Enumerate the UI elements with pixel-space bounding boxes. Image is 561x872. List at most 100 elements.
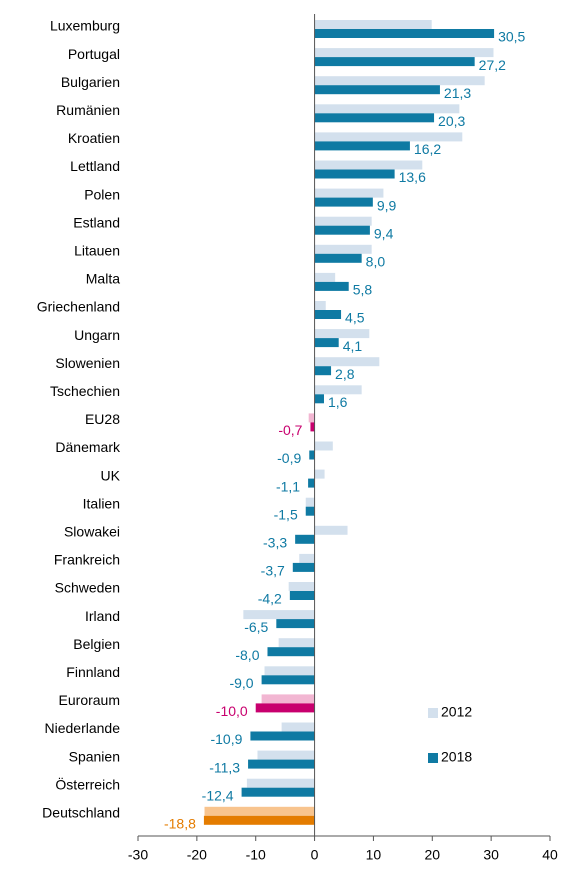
value-label: 8,0	[366, 254, 386, 270]
category-label: Belgien	[73, 636, 120, 652]
x-tick-label: -30	[128, 847, 148, 863]
x-tick-label: 0	[311, 847, 319, 863]
x-tick-label: 40	[542, 847, 558, 863]
legend-label: 2012	[441, 704, 472, 720]
category-label: Polen	[84, 186, 120, 202]
legend-swatch	[428, 753, 438, 763]
value-label: 5,8	[353, 282, 373, 298]
value-label: 2,8	[335, 366, 355, 382]
value-label: 27,2	[479, 57, 506, 73]
bar	[276, 619, 315, 629]
bar	[314, 394, 324, 404]
bar	[243, 610, 315, 620]
bar	[314, 216, 372, 226]
category-label: Italien	[83, 495, 120, 511]
category-label: Litauen	[74, 243, 120, 259]
bar	[314, 132, 463, 142]
bar	[314, 272, 336, 282]
bar	[314, 225, 370, 235]
x-tick-label: -10	[246, 847, 266, 863]
bar	[241, 787, 315, 797]
category-label: Lettland	[70, 158, 120, 174]
value-label: 30,5	[498, 29, 525, 45]
category-label: Slowakei	[64, 524, 120, 540]
bar	[314, 310, 342, 319]
category-label: Kroatien	[68, 130, 120, 146]
bar	[314, 244, 372, 254]
bar	[308, 478, 315, 488]
category-label: Irland	[85, 608, 120, 624]
category-label: Rumänien	[56, 102, 120, 118]
category-label: Frankreich	[54, 552, 120, 568]
category-label: Griechenland	[37, 299, 120, 315]
legend-label: 2018	[441, 749, 472, 765]
category-label: Niederlande	[45, 720, 121, 736]
bar	[289, 591, 315, 600]
value-label: 4,1	[343, 338, 363, 354]
x-tick-label: 20	[424, 847, 440, 863]
bar	[261, 675, 315, 685]
bar	[305, 497, 315, 507]
bar	[267, 647, 315, 657]
value-label: -3,7	[261, 563, 285, 579]
bar	[264, 666, 315, 676]
bar	[314, 160, 423, 170]
bar	[255, 703, 315, 713]
bar	[314, 469, 325, 479]
value-label: -3,3	[263, 535, 287, 551]
x-tick-label: 30	[483, 847, 499, 863]
category-label: UK	[101, 467, 121, 483]
bar	[314, 188, 384, 198]
bar	[299, 553, 315, 563]
category-label: Spanien	[69, 748, 120, 764]
category-label: Finnland	[66, 664, 120, 680]
legend-swatch	[428, 708, 438, 718]
bar	[246, 778, 315, 788]
bar	[314, 48, 494, 58]
bar	[314, 525, 348, 535]
bar	[203, 815, 315, 825]
bar	[288, 582, 315, 591]
value-label: -12,4	[202, 787, 234, 803]
category-label: Ungarn	[74, 327, 120, 343]
category-label: Euroraum	[59, 692, 120, 708]
bar	[305, 506, 315, 516]
bar	[281, 722, 315, 732]
x-tick-label: 10	[366, 847, 382, 863]
category-label: Österreich	[55, 775, 120, 792]
bar	[314, 76, 485, 86]
value-label: 20,3	[438, 113, 465, 129]
bar	[314, 281, 349, 291]
category-label: Dänemark	[55, 439, 121, 455]
bar	[314, 113, 435, 123]
bar	[314, 29, 495, 38]
value-label: 13,6	[399, 169, 426, 185]
bar	[314, 366, 332, 376]
value-label: -8,0	[235, 647, 259, 663]
category-label: Slowenien	[55, 355, 120, 371]
bar	[250, 731, 315, 741]
bar	[314, 197, 373, 207]
value-label: -18,8	[164, 816, 196, 832]
category-label: Tschechien	[50, 383, 120, 399]
bar	[314, 357, 380, 367]
value-label: -1,5	[274, 506, 298, 522]
value-label: -10,9	[210, 731, 242, 747]
value-label: -6,5	[244, 619, 268, 635]
bar	[314, 441, 333, 451]
bar	[295, 534, 315, 544]
value-label: -11,3	[209, 759, 240, 775]
value-label: -0,7	[278, 422, 302, 438]
category-label: Schweden	[55, 580, 120, 596]
bar	[261, 694, 315, 704]
value-label: 1,6	[328, 394, 348, 410]
bar	[309, 450, 315, 460]
bar	[314, 385, 362, 395]
bar	[204, 806, 315, 816]
bar	[314, 57, 475, 67]
category-label: Portugal	[68, 46, 120, 62]
bar	[314, 253, 362, 263]
bar	[314, 338, 339, 348]
value-label: -1,1	[276, 478, 300, 494]
